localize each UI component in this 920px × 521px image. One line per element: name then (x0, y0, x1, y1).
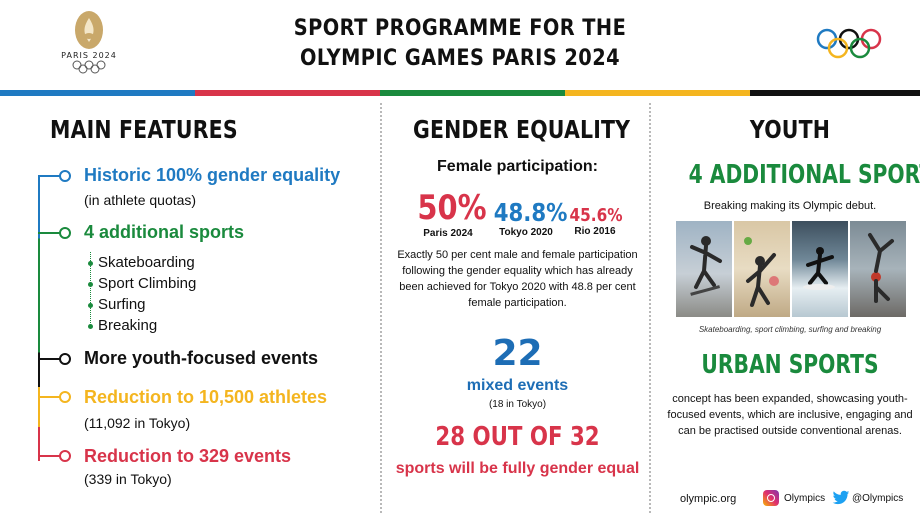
logo-text: PARIS 2024 (61, 51, 117, 60)
node-athletes (38, 389, 71, 405)
olympic-rings-small-icon (72, 60, 106, 74)
sports-photos (676, 221, 906, 317)
bullet (88, 324, 93, 329)
urban-sports-paragraph: concept has been expanded, showcasing yo… (667, 393, 913, 437)
feature-youth-events: More youth-focused events (84, 348, 319, 368)
youth-section: YOUTH 4 ADDITIONAL SPORTS Breaking makin… (660, 100, 920, 520)
column-divider-2 (649, 103, 651, 513)
surfer-figure (803, 247, 835, 290)
photos-caption: Skateboarding, sport climbing, surfing a… (698, 325, 882, 334)
breaking-debut-text: Breaking making its Olympic debut. (703, 200, 877, 212)
bullet (88, 261, 93, 266)
mixed-events-number: 22 (492, 333, 543, 374)
node-additional-sports (38, 225, 71, 241)
sport-surfing: Surfing (98, 296, 146, 313)
title-line-1: SPORT PROGRAMME FOR THE (293, 16, 627, 41)
stat-tokyo-value: 48.8% (493, 198, 568, 227)
color-bar-black (750, 90, 920, 96)
feature-additional-sports: 4 additional sports (84, 222, 245, 242)
website-link[interactable]: olympic.org (680, 493, 737, 505)
color-bar-blue (0, 90, 195, 96)
twitter-handle[interactable]: @Olympics (852, 493, 904, 504)
flame-icon (75, 11, 103, 49)
breaker-figure (868, 233, 894, 303)
timeline-line (38, 176, 40, 461)
page-title: SPORT PROGRAMME FOR THE OLYMPIC GAMES PA… (258, 14, 663, 74)
feature-gender-equality: Historic 100% gender equality (84, 165, 341, 185)
breaking-photo (850, 221, 906, 317)
female-participation-label: Female participation: (437, 158, 598, 175)
stat-paris-label: Paris 2024 (423, 228, 473, 239)
color-bar-red (195, 90, 380, 96)
bullet (88, 282, 93, 287)
climber-figure (744, 237, 779, 307)
stat-rio-label: Rio 2016 (574, 226, 616, 237)
title-line-2: OLYMPIC GAMES PARIS 2024 (299, 46, 621, 71)
node-gender-equality (38, 168, 71, 184)
node-events (38, 448, 71, 464)
stat-paris: 50% Paris 2024 (412, 188, 487, 239)
skateboarding-photo (676, 221, 732, 317)
instagram-handle[interactable]: Olympics (784, 493, 826, 504)
mixed-events-label: mixed events (466, 377, 569, 394)
additional-sports-heading: 4 ADDITIONAL SPORTS (688, 160, 920, 190)
header: PARIS 2024 SPORT PROGRAMME FOR THE OLYMP… (0, 0, 920, 92)
urban-sports-heading: URBAN SPORTS (701, 350, 879, 380)
olympic-rings-icon (816, 28, 882, 59)
main-features-title: MAIN FEATURES (50, 115, 238, 144)
color-bar-yellow (565, 90, 750, 96)
twitter-icon[interactable] (832, 490, 850, 506)
feature-events: Reduction to 329 events (84, 446, 292, 466)
youth-title: YOUTH (749, 115, 831, 144)
footer: olympic.org Olympics @Olympics (680, 490, 920, 510)
stat-tokyo-label: Tokyo 2020 (499, 227, 553, 238)
stat-paris-value: 50% (417, 188, 487, 228)
mixed-events-note: (18 in Tokyo) (488, 399, 547, 410)
feature-athletes-sub: (11,092 in Tokyo) (84, 415, 191, 431)
gender-equality-title: GENDER EQUALITY (412, 115, 631, 144)
paris-2024-logo: PARIS 2024 (60, 10, 118, 80)
stat-tokyo: 48.8% Tokyo 2020 (488, 198, 568, 238)
feature-gender-equality-sub: (in athlete quotas) (84, 192, 197, 208)
color-bar-green (380, 90, 565, 96)
node-youth-events (38, 351, 71, 367)
feature-athletes: Reduction to 10,500 athletes (84, 387, 328, 407)
stat-rio: 45.6% Rio 2016 (565, 205, 625, 237)
stat-rio-value: 45.6% (569, 205, 623, 226)
gender-paragraph: Exactly 50 per cent male and female part… (397, 249, 638, 309)
sports-gender-equal-label: sports will be fully gender equal (395, 460, 640, 477)
main-features-list: Historic 100% gender equality (in athlet… (38, 160, 378, 490)
skateboarder-figure (690, 236, 722, 296)
sport-skateboarding: Skateboarding (98, 254, 195, 271)
surfing-photo (792, 221, 848, 317)
sports-out-of: 28 OUT OF 32 (435, 422, 600, 452)
climbing-photo (734, 221, 790, 317)
sports-sub-line (90, 252, 91, 327)
instagram-icon[interactable] (763, 490, 779, 506)
bullet (88, 303, 93, 308)
feature-events-sub: (339 in Tokyo) (84, 471, 172, 487)
column-divider-1 (380, 103, 382, 513)
sport-climbing: Sport Climbing (98, 275, 197, 292)
gender-equality-section: GENDER EQUALITY Female participation: 50… (390, 100, 645, 520)
sport-breaking: Breaking (98, 317, 158, 334)
